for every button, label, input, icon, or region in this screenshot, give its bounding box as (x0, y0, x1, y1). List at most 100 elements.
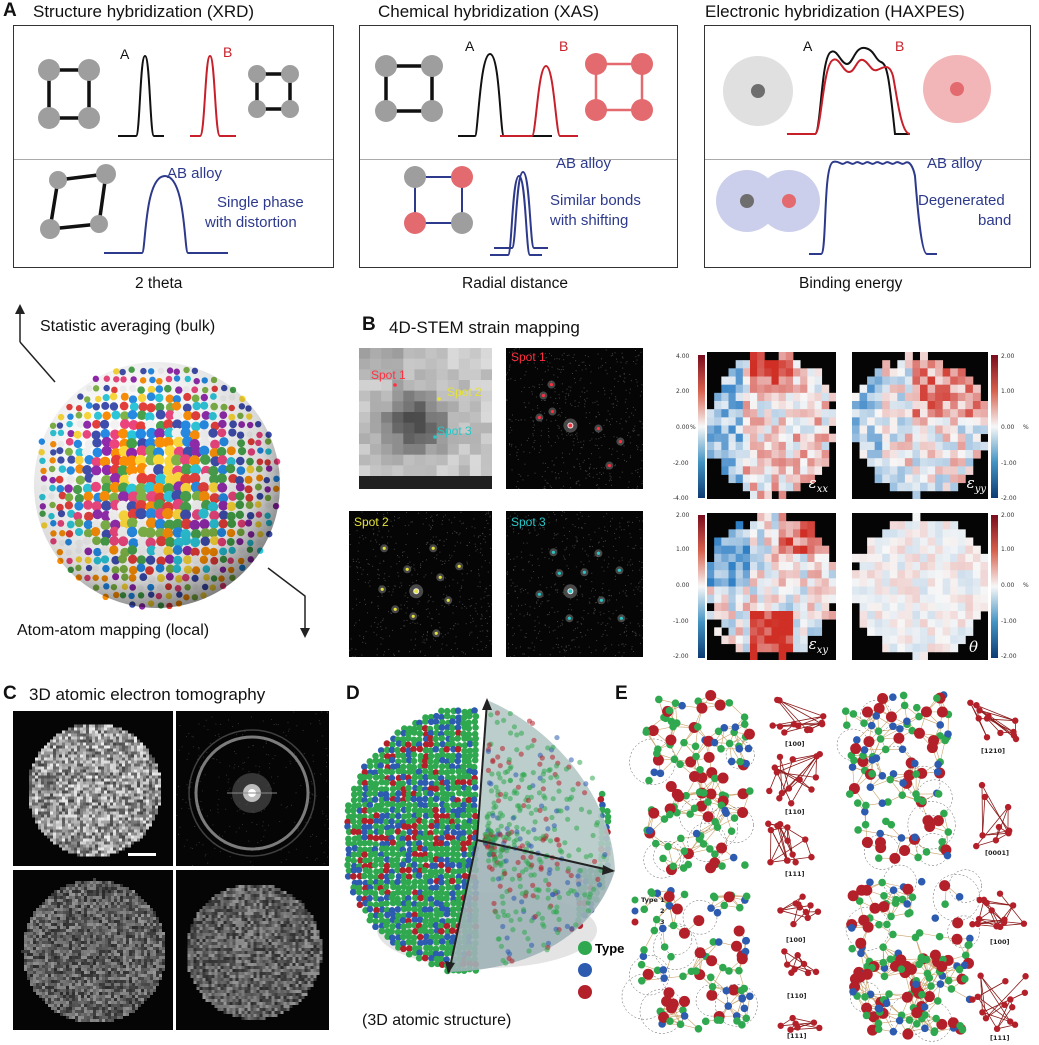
structure-legend-title: Type (595, 941, 625, 956)
motif-legend-3: 3 (660, 918, 665, 926)
haxpes-label-b: B (895, 38, 905, 54)
stem-title: 4D-STEM strain mapping (389, 318, 580, 337)
xas-label-a: A (465, 38, 475, 54)
cb-lb-4: -2.00 (673, 653, 689, 660)
cb-rb-unit: % (1023, 582, 1029, 589)
eyy-label: εyy (966, 474, 986, 495)
aet-slice-2 (176, 870, 329, 1030)
cb-lt-2: 0.00 (676, 424, 690, 431)
cb-rb-0: 2.00 (1001, 512, 1015, 519)
stem-spot2-label: Spot 2 (447, 385, 482, 399)
panel-label-e: E (615, 683, 628, 704)
xrd-axis-label: 2 theta (135, 275, 183, 292)
dp-spot1-label: Spot 1 (511, 350, 546, 364)
cb-rb-3: -1.00 (1001, 618, 1017, 625)
cb-lt-0: 4.00 (676, 353, 690, 360)
xas-desc-1: Similar bonds (550, 192, 641, 209)
dp-spot2-label: Spot 2 (354, 515, 389, 529)
xas-alloy-label: AB alloy (556, 155, 612, 172)
motif-legend-1: Type 1 (641, 896, 665, 904)
structure-caption: (3D atomic structure) (362, 1012, 512, 1029)
cb-rb-4: -2.00 (1001, 653, 1017, 660)
cb-lb-3: -1.00 (673, 618, 689, 625)
xrd-title: Structure hybridization (XRD) (33, 2, 255, 21)
atomic-structure (344, 698, 615, 975)
motif-br-111: [111] (990, 1034, 1010, 1042)
haxpes-diagram (716, 46, 991, 255)
aet-fft (176, 711, 329, 866)
xrd-box: A B AB alloy Single phase with distortio… (13, 25, 334, 268)
xrd-label-a: A (120, 46, 130, 62)
motif-br-100: [100] (990, 938, 1010, 946)
haxpes-title: Electronic hybridization (HAXPES) (705, 2, 965, 21)
motif-tl-111: [111] (785, 870, 805, 878)
colorbar-right-bottom (991, 515, 998, 658)
stem-spot3-label: Spot 3 (437, 424, 472, 438)
panel-label-d: D (346, 683, 360, 704)
structure-legend-dots (578, 941, 592, 999)
cb-rt-0: 2.00 (1001, 353, 1015, 360)
xrd-label-b: B (223, 44, 233, 60)
xrd-desc-1: Single phase (217, 194, 304, 211)
xas-title: Chemical hybridization (XAS) (378, 2, 600, 21)
haxpes-alloy-label: AB alloy (927, 155, 983, 172)
panel-label-a: A (3, 0, 17, 21)
aet-slice-1 (13, 870, 173, 1030)
strain-map-exx: εxx (707, 352, 836, 499)
motif-tl-100: [100] (785, 740, 805, 748)
strain-map-theta: θ (852, 513, 988, 660)
exx-label: εxx (808, 474, 828, 495)
xas-box: A B AB alloy Similar bonds with shifting (359, 25, 678, 268)
xrd-diagram (38, 54, 299, 254)
xas-diagram (375, 52, 653, 256)
cb-lt-4: -4.00 (673, 495, 689, 502)
strain-map-eyy: εyy (852, 352, 988, 499)
bulk-label: Statistic averaging (bulk) (40, 318, 216, 335)
xas-axis-label: Radial distance (462, 275, 568, 292)
motif-tr-0001: [0001] (985, 849, 1010, 857)
cb-rb-1: 1.00 (1001, 546, 1015, 553)
haxpes-axis-label: Binding energy (799, 275, 903, 292)
strain-map-exy: εxy (707, 513, 836, 660)
cb-rt-3: -1.00 (1001, 460, 1017, 467)
diffraction-spot3: Spot 3 (506, 511, 643, 657)
aet-title: 3D atomic electron tomography (29, 685, 266, 704)
cb-rt-2: 0.00 (1001, 424, 1015, 431)
panel-label-b: B (362, 314, 376, 335)
cb-lb-2: 0.00 (676, 582, 690, 589)
stem-spot1-label: Spot 1 (371, 368, 406, 382)
stem-image: Spot 1 Spot 2 Spot 3 (359, 348, 492, 489)
dp-spot3-label: Spot 3 (511, 515, 546, 529)
theta-label: θ (968, 638, 978, 656)
motif-legend-2: 2 (660, 907, 665, 915)
diffraction-spot2: Spot 2 (349, 511, 492, 657)
xrd-desc-2: with distortion (205, 214, 297, 231)
nanoparticle-sphere (34, 362, 281, 610)
motif-bl-111: [111] (787, 1032, 807, 1040)
motif-tr-1210: [1210] (981, 747, 1006, 755)
cb-lt-3: -2.00 (673, 460, 689, 467)
motif-legend-dots (631, 896, 639, 926)
haxpes-box: A B AB alloy Degenerated band (704, 25, 1031, 268)
exy-label: εxy (808, 635, 828, 656)
xas-divider (360, 159, 677, 160)
xrd-divider (14, 159, 333, 160)
cb-lt-unit: % (690, 424, 696, 431)
colorbar-right-top (991, 355, 998, 498)
xrd-alloy-label: AB alloy (167, 165, 223, 182)
cb-rt-unit: % (1023, 424, 1029, 431)
scale-bar (128, 853, 156, 856)
aet-projection (13, 711, 173, 866)
diffraction-spot1: Spot 1 (506, 348, 643, 489)
cb-rt-1: 1.00 (1001, 388, 1015, 395)
haxpes-desc-1: Degenerated (918, 192, 1005, 209)
cb-rb-2: 0.00 (1001, 582, 1015, 589)
haxpes-label-a: A (803, 38, 813, 54)
motif-bl-100: [100] (786, 936, 806, 944)
cb-lb-1: 1.00 (676, 546, 690, 553)
panel-label-c: C (3, 683, 17, 704)
colorbar-left-bottom (698, 515, 705, 658)
cb-lt-1: 2.00 (676, 388, 690, 395)
